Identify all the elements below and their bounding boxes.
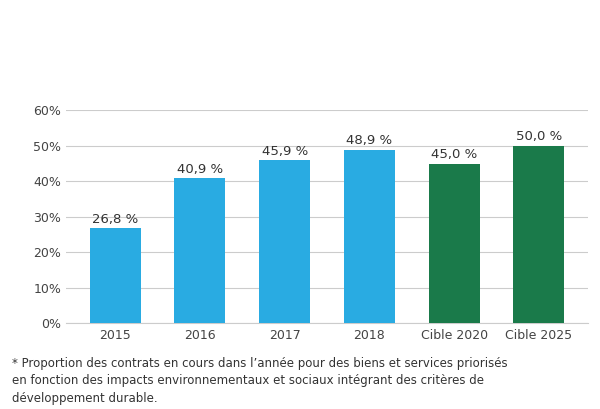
Bar — [428, 164, 479, 323]
Bar — [175, 178, 226, 323]
Bar — [344, 150, 395, 323]
Text: 45,9 %: 45,9 % — [262, 145, 308, 158]
Bar — [259, 160, 310, 323]
Text: 26,8 %: 26,8 % — [92, 213, 138, 226]
Text: * Proportion des contrats en cours dans l’année pour des biens et services prior: * Proportion des contrats en cours dans … — [12, 357, 508, 405]
Text: 40,9 %: 40,9 % — [177, 163, 223, 175]
Text: 48,9 %: 48,9 % — [346, 134, 392, 147]
Text: 50,0 %: 50,0 % — [516, 130, 562, 144]
Bar — [514, 146, 564, 323]
Text: 45,0 %: 45,0 % — [431, 148, 477, 161]
Bar — [90, 228, 140, 323]
Text: Proportion des contrats priorisés intégrant du
développement durable*: Proportion des contrats priorisés intégr… — [83, 34, 517, 80]
